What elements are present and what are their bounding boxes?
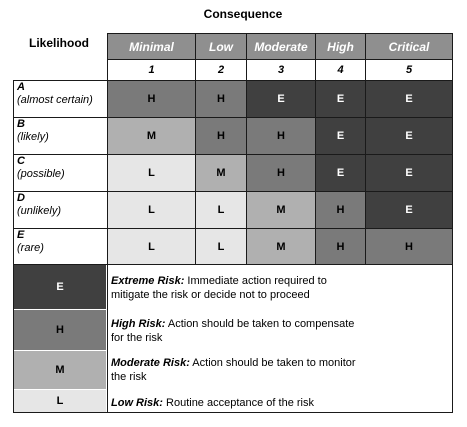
grid-line: [365, 33, 366, 265]
col-number-2: 2: [196, 60, 246, 80]
col-header-minimal: Minimal: [108, 34, 195, 59]
legend-text-low: Low Risk: Routine acceptance of the risk: [111, 396, 451, 410]
row-label-b: B (likely): [14, 118, 106, 154]
row-label-a: A (almost certain): [14, 81, 106, 117]
legend-level-high: H: [14, 310, 106, 350]
col-header-moderate: Moderate: [247, 34, 315, 59]
legend-level-moderate: M: [14, 351, 106, 389]
legend-level-low: L: [14, 390, 106, 412]
row-key: C: [17, 155, 25, 167]
matrix-cell-d5: E: [366, 192, 452, 228]
grid-line: [13, 80, 14, 413]
legend-level-extreme: E: [14, 265, 106, 309]
matrix-cell-b4: E: [316, 118, 365, 154]
col-number-4: 4: [316, 60, 365, 80]
grid-line: [107, 33, 108, 413]
matrix-cell-d2: L: [196, 192, 246, 228]
legend-desc-line2: the risk: [111, 371, 147, 383]
grid-line: [13, 228, 453, 229]
legend-desc-line1: Routine acceptance of the risk: [162, 397, 314, 409]
col-header-critical: Critical: [366, 34, 452, 59]
row-key: E: [17, 229, 25, 241]
likelihood-title: Likelihood: [29, 36, 89, 50]
matrix-cell-c5: E: [366, 155, 452, 191]
matrix-cell-d1: L: [108, 192, 195, 228]
matrix-cell-d3: M: [247, 192, 315, 228]
matrix-cell-a2: H: [196, 81, 246, 117]
row-desc: (almost certain): [17, 94, 93, 106]
legend-desc-line2: for the risk: [111, 332, 163, 344]
consequence-title: Consequence: [203, 7, 283, 21]
col-number-5: 5: [366, 60, 452, 80]
legend-separator: [14, 309, 107, 310]
matrix-cell-d4: H: [316, 192, 365, 228]
grid-line: [13, 80, 453, 81]
legend-term: Low Risk:: [111, 397, 163, 409]
matrix-cell-c2: M: [196, 155, 246, 191]
row-desc: (unlikely): [17, 205, 62, 217]
legend-term: Moderate Risk:: [111, 357, 190, 369]
grid-line: [13, 154, 453, 155]
matrix-cell-e5: H: [366, 229, 452, 264]
legend-separator: [14, 389, 107, 390]
legend-text-moderate: Moderate Risk: Action should be taken to…: [111, 356, 451, 384]
grid-line: [13, 412, 453, 413]
matrix-cell-e3: M: [247, 229, 315, 264]
row-desc: (rare): [17, 242, 44, 254]
matrix-cell-e4: H: [316, 229, 365, 264]
grid-line: [195, 33, 196, 265]
grid-line: [107, 33, 453, 34]
col-header-high: High: [316, 34, 365, 59]
matrix-cell-a1: H: [108, 81, 195, 117]
row-key: A: [17, 81, 25, 93]
row-key: B: [17, 118, 25, 130]
matrix-cell-b2: H: [196, 118, 246, 154]
matrix-cell-a4: E: [316, 81, 365, 117]
grid-line: [452, 33, 453, 413]
row-label-d: D (unlikely): [14, 192, 106, 228]
row-desc: (likely): [17, 131, 49, 143]
row-label-e: E (rare): [14, 229, 106, 264]
legend-separator: [14, 350, 107, 351]
legend-desc-line1: Action should be taken to monitor: [189, 357, 356, 369]
col-number-3: 3: [247, 60, 315, 80]
legend-term: High Risk:: [111, 318, 166, 330]
legend-desc-line1: Immediate action required to: [184, 275, 327, 287]
matrix-cell-b3: H: [247, 118, 315, 154]
legend-desc-line1: Action should be taken to compensate: [165, 318, 355, 330]
legend-text-high: High Risk: Action should be taken to com…: [111, 317, 451, 345]
grid-line: [13, 264, 453, 265]
grid-line: [13, 191, 453, 192]
matrix-cell-b5: E: [366, 118, 452, 154]
matrix-cell-c3: H: [247, 155, 315, 191]
legend-desc-line2: mitigate the risk or decide not to proce…: [111, 289, 310, 301]
grid-line: [13, 117, 453, 118]
row-desc: (possible): [17, 168, 65, 180]
row-label-c: C (possible): [14, 155, 106, 191]
matrix-cell-e2: L: [196, 229, 246, 264]
grid-line: [107, 59, 453, 60]
col-number-1: 1: [108, 60, 195, 80]
matrix-cell-c1: L: [108, 155, 195, 191]
grid-line: [315, 33, 316, 265]
legend-term: Extreme Risk:: [111, 275, 185, 287]
matrix-cell-b1: M: [108, 118, 195, 154]
matrix-cell-a3: E: [247, 81, 315, 117]
matrix-cell-e1: L: [108, 229, 195, 264]
row-key: D: [17, 192, 25, 204]
legend-text-extreme: Extreme Risk: Immediate action required …: [111, 274, 451, 302]
matrix-cell-a5: E: [366, 81, 452, 117]
col-header-low: Low: [196, 34, 246, 59]
grid-line: [246, 33, 247, 265]
matrix-cell-c4: E: [316, 155, 365, 191]
